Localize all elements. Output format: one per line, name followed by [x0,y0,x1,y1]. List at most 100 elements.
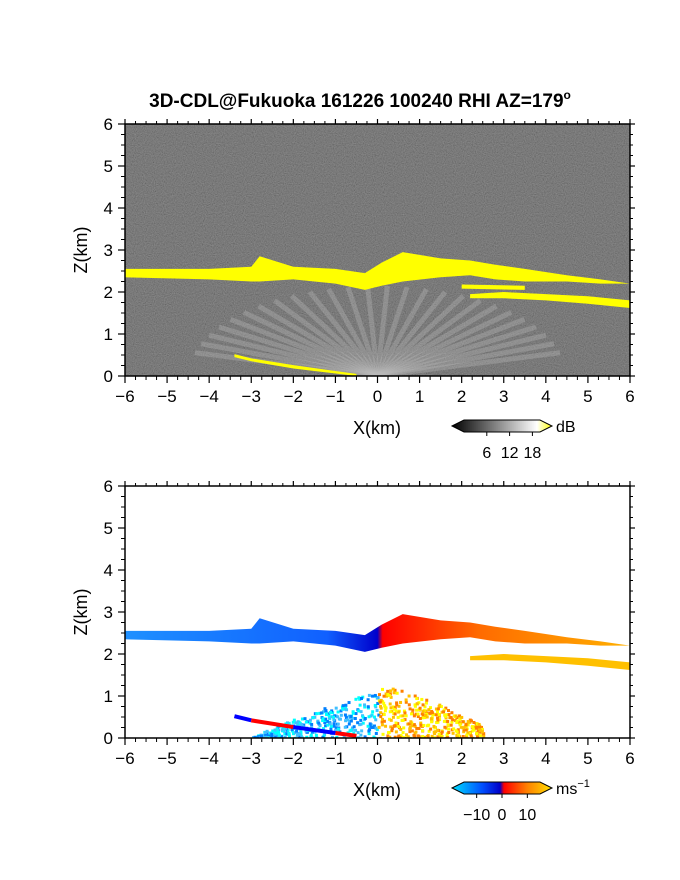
velocity-point [470,729,474,733]
velocity-point [399,700,403,704]
velocity-point [332,718,336,722]
velocity-point [359,733,363,737]
velocity-point [295,729,299,733]
velocity-point [310,730,314,734]
velocity-point [382,719,386,723]
velocity-point [336,727,340,731]
velocity-point [404,714,408,718]
velocity-point [332,715,336,719]
velocity-point [352,725,356,729]
velocity-point [409,720,413,724]
velocity-point [366,724,370,728]
velocity-point [470,725,474,729]
velocity-point [436,718,440,722]
velocity-point [357,709,361,713]
velocity-point [363,703,367,707]
velocity-point [429,717,433,721]
velocity-point [373,693,377,697]
x-tick-label: −5 [157,387,176,406]
velocity-point [366,705,370,709]
ground-echo-segment [233,714,252,723]
velocity-point [382,701,386,705]
velocity-point [393,706,397,710]
velocity-point [425,715,429,719]
velocity-point [433,736,437,738]
velocity-point [334,714,338,718]
y-tick-label: 1 [104,325,113,344]
y-tick-label: 5 [104,519,113,538]
x-tick-label: −2 [284,387,303,406]
velocity-point [420,697,424,701]
colorbar-tick-label: 18 [524,445,542,462]
velocity-point [410,712,414,716]
velocity-point [393,712,397,716]
velocity-point [405,733,409,737]
velocity-point [381,732,385,736]
panel1-features [125,252,630,376]
x-tick-label: −4 [199,387,218,406]
velocity-point [379,715,383,719]
velocity-point [434,713,438,717]
velocity-point [387,731,391,735]
velocity-point [412,723,416,727]
panel1-ticks: −6 −5 −4 −3 −2 −1 0 1 2 3 4 5 6 0 1 2 3 4 5 6 [104,115,635,406]
velocity-point [375,708,379,712]
velocity-point [393,688,397,692]
velocity-point [356,731,360,735]
cloud-layer [470,292,630,308]
velocity-point [298,721,302,725]
velocity-point [450,720,454,724]
ground-echo-segment [250,718,294,730]
velocity-point [304,720,308,724]
velocity-point [437,712,441,716]
velocity-point [464,724,468,728]
velocity-point [475,725,479,729]
velocity-point [415,702,419,706]
velocity-point [268,731,272,735]
velocity-point [444,716,448,720]
velocity-point [398,736,402,738]
velocity-point [286,721,290,725]
velocity-point [287,734,291,738]
velocity-point [413,703,417,707]
velocity-point [469,719,473,723]
velocity-point [482,732,486,736]
velocity-point [276,729,280,733]
velocity-point [359,697,363,701]
velocity-point [363,705,367,709]
velocity-point [455,735,459,738]
velocity-point [345,708,349,712]
velocity-point [407,694,411,698]
x-tick-label: −1 [326,749,345,768]
velocity-point [436,716,440,720]
velocity-point [388,702,392,706]
panel2-colorbar-label: ms−1 [556,778,590,798]
velocity-point [354,728,358,732]
velocity-point [327,714,331,718]
velocity-point [379,704,383,708]
x-tick-label: −3 [242,749,261,768]
velocity-point [332,724,336,728]
velocity-point [293,731,297,735]
velocity-point [446,709,450,713]
velocity-point [393,724,397,728]
velocity-point [424,709,428,713]
y-tick-label: 0 [104,367,113,386]
velocity-point [329,724,333,728]
velocity-point [363,735,367,738]
velocity-point [363,716,367,720]
panel1-xlabel: X(km) [353,418,401,438]
velocity-point [383,709,387,713]
fan-ray [257,303,379,376]
velocity-point [367,693,371,697]
velocity-point [401,714,405,718]
velocity-point [353,717,357,721]
velocity-point [325,719,329,723]
velocity-point [464,728,468,732]
velocity-point [322,710,326,714]
velocity-point [373,704,377,708]
velocity-point [395,691,399,695]
velocity-point [395,701,399,705]
